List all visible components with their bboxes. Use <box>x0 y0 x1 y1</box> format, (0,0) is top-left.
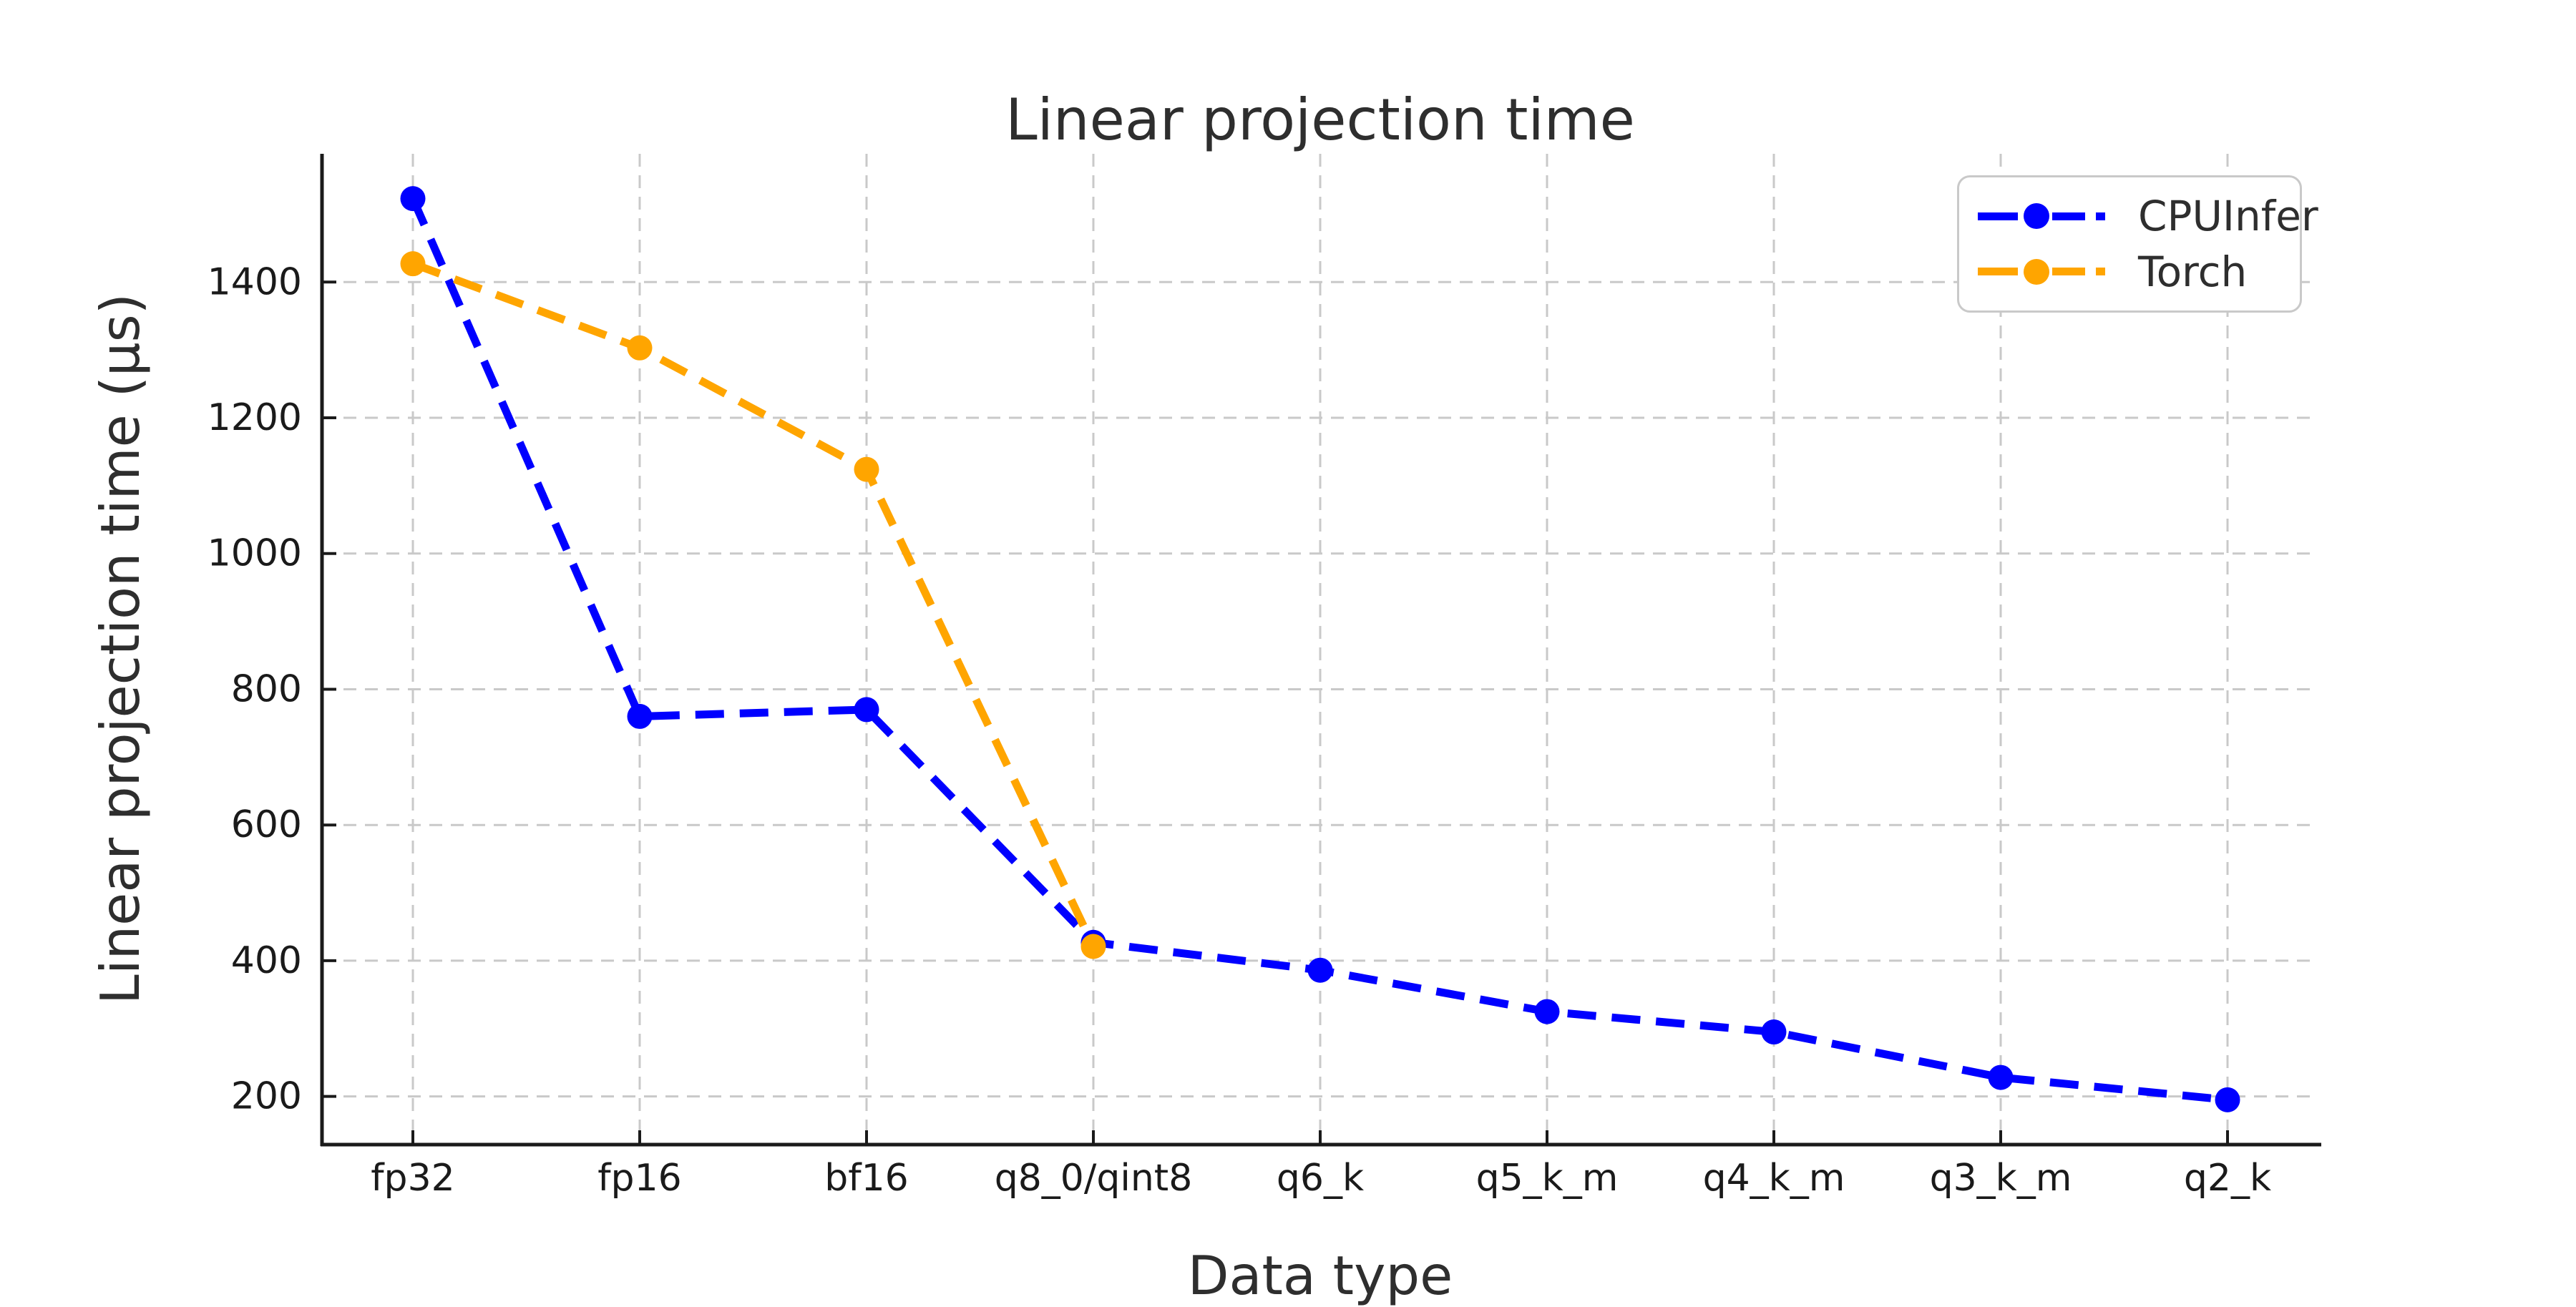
legend-label-torch: Torch <box>2138 247 2248 296</box>
legend-dash-icon <box>2096 268 2105 276</box>
x-tick-label: q4_k_m <box>1703 1157 1845 1200</box>
x-tick-label: q2_k <box>2184 1157 2271 1200</box>
y-tick-label: 800 <box>231 667 302 710</box>
x-tick-label: fp32 <box>371 1157 454 1200</box>
legend-marker-icon <box>2024 203 2049 230</box>
legend: CPUInfer Torch <box>1957 175 2318 313</box>
data-point-torch <box>627 335 653 361</box>
data-point-cpuinfer <box>1761 1019 1787 1045</box>
data-point-cpuinfer <box>1307 957 1333 983</box>
legend-label-cpuinfer: CPUInfer <box>2138 192 2318 241</box>
y-axis-label: Linear projection time (µs) <box>88 293 152 1004</box>
x-tick-label: q3_k_m <box>1930 1157 2072 1200</box>
x-tick-label: fp16 <box>597 1157 681 1200</box>
x-tick-label: q8_0/qint8 <box>995 1157 1193 1200</box>
series-line-torch <box>411 260 1097 949</box>
x-tick-label: q6_k <box>1277 1157 1364 1200</box>
data-point-cpuinfer <box>1534 999 1560 1024</box>
y-tick-label: 1400 <box>208 260 302 303</box>
legend-dash-icon <box>1978 212 2018 220</box>
data-point-cpuinfer <box>854 697 879 723</box>
y-tick-label: 400 <box>231 939 302 982</box>
x-tick-label: bf16 <box>824 1157 908 1200</box>
x-axis-label: Data type <box>1187 1244 1453 1307</box>
chart-title: Linear projection time <box>1005 87 1635 153</box>
data-point-cpuinfer <box>627 703 653 729</box>
legend-line-sample-torch <box>1978 258 2114 285</box>
legend-dash-icon <box>1978 268 2018 276</box>
y-tick-label: 1200 <box>208 396 302 439</box>
data-point-cpuinfer <box>1988 1064 2014 1090</box>
legend-dash-icon <box>2052 268 2085 276</box>
y-tick-label: 1000 <box>208 532 302 575</box>
data-point-torch <box>854 456 879 482</box>
data-point-cpuinfer <box>400 186 426 212</box>
legend-item-torch: Torch <box>1978 251 2293 293</box>
legend-dash-icon <box>2052 212 2085 220</box>
legend-marker-icon <box>2024 258 2049 285</box>
data-point-cpuinfer <box>2215 1087 2240 1112</box>
data-point-torch <box>1080 934 1106 959</box>
y-tick-label: 200 <box>231 1075 302 1118</box>
legend-dash-icon <box>2096 212 2105 220</box>
legend-item-cpuinfer: CPUInfer <box>1978 195 2318 237</box>
y-tick-label: 600 <box>231 803 302 846</box>
x-tick-label: q5_k_m <box>1476 1157 1619 1200</box>
data-point-torch <box>400 251 426 277</box>
legend-line-sample-cpuinfer <box>1978 203 2114 230</box>
